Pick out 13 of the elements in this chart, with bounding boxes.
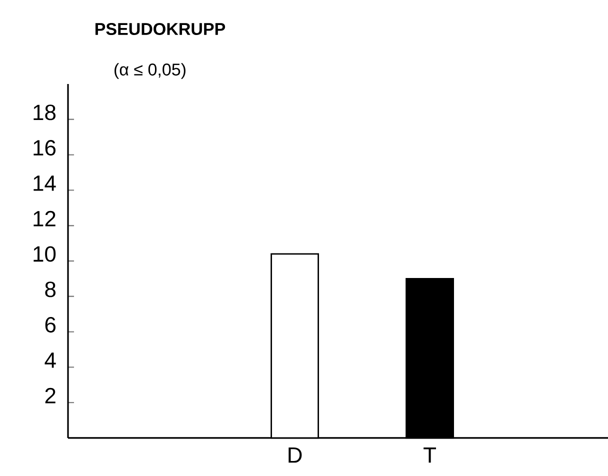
y-tick-label: 8 xyxy=(45,282,56,298)
chart-subtitle: (α ≤ 0,05) xyxy=(114,63,186,79)
x-tick-label: D xyxy=(288,448,302,463)
y-tick-label: 12 xyxy=(34,210,56,226)
y-tick-label: 16 xyxy=(34,140,56,156)
x-tick-label: T xyxy=(424,448,436,463)
y-tick-label: 6 xyxy=(45,316,56,333)
y-tick-label: 10 xyxy=(34,246,56,262)
y-tick-label: 14 xyxy=(34,176,56,191)
y-tick-label: 4 xyxy=(44,352,56,368)
chart-title: PSEUDOKRUPP xyxy=(96,22,226,36)
y-tick-label: 18 xyxy=(34,104,56,120)
y-tick-label: 2 xyxy=(45,388,56,404)
